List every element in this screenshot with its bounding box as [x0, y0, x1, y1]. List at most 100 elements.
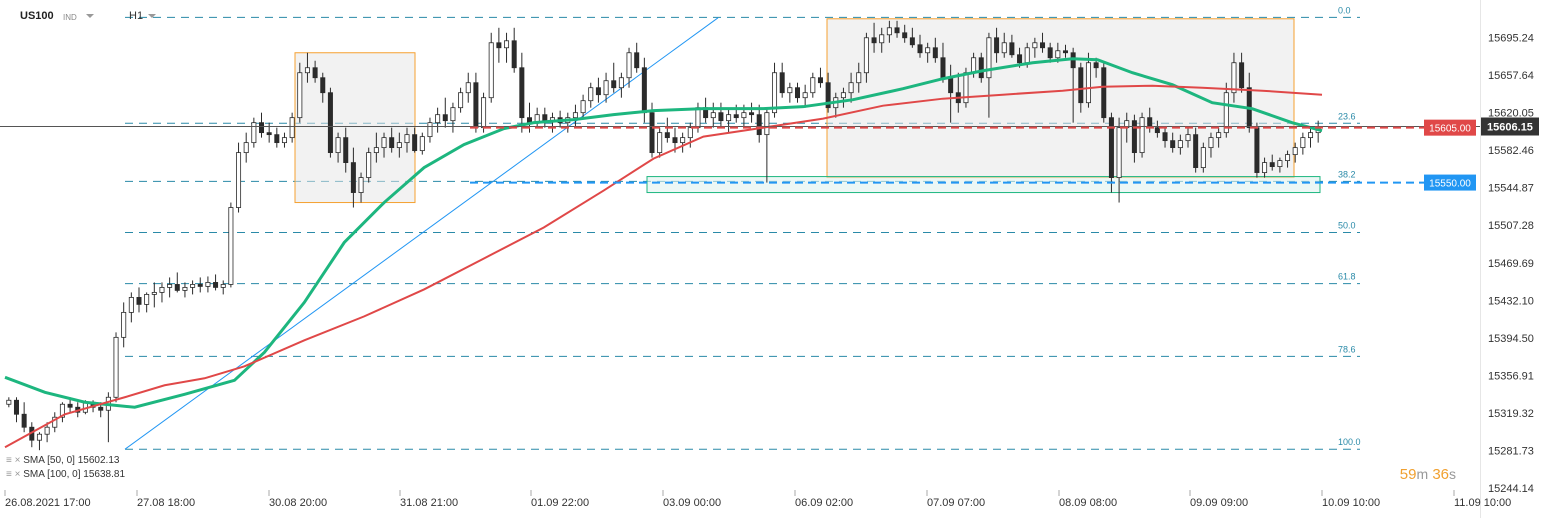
trend-line[interactable]	[124, 17, 719, 450]
candle-body	[741, 112, 747, 119]
candle-body	[1009, 42, 1015, 56]
candle-body	[151, 292, 157, 295]
candle-body	[710, 112, 716, 119]
candle-body	[580, 100, 586, 114]
candle-body	[718, 112, 724, 122]
chevron-down-icon[interactable]	[86, 14, 94, 18]
candle-body	[481, 97, 487, 129]
candle-body	[948, 77, 954, 94]
y-tick-label: 15544.87	[1488, 183, 1534, 195]
candle-body	[825, 82, 831, 109]
candle-body	[473, 82, 479, 129]
candle-body	[802, 92, 808, 99]
candle-body	[863, 37, 869, 74]
candle-body	[871, 37, 877, 44]
y-tick-label: 15695.24	[1488, 33, 1534, 45]
legend-sma50[interactable]: ≡ × SMA [50, 0] 15602.13	[6, 455, 119, 466]
candle-body	[657, 132, 663, 154]
range-zones[interactable]	[294, 18, 1321, 204]
candle-body	[756, 114, 762, 136]
price-levels[interactable]: 15605.00 15550.00	[0, 119, 1480, 191]
candle-body	[794, 87, 801, 99]
candle-body	[251, 122, 257, 144]
candle-body	[427, 122, 433, 138]
candle-body	[1116, 127, 1122, 178]
candle-body	[312, 67, 318, 79]
price-level-tag-label: 15550.00	[1429, 179, 1471, 190]
candle-body	[840, 92, 846, 99]
candle-body	[1262, 162, 1268, 173]
candle-body	[289, 117, 295, 139]
y-tick-label: 15356.91	[1488, 370, 1534, 382]
candle-body	[113, 336, 119, 398]
x-tick-label: 30.08 20:00	[269, 497, 327, 509]
x-tick-label: 03.09 00:00	[663, 497, 721, 509]
candle-body	[44, 426, 50, 435]
legend-sma100[interactable]: ≡ × SMA [100, 0] 15638.81	[6, 469, 125, 480]
close-icon[interactable]: ×	[14, 469, 21, 480]
close-icon[interactable]: ×	[14, 455, 21, 466]
candle-body	[1231, 62, 1237, 94]
candle-body	[1300, 137, 1306, 149]
candle-body	[519, 67, 525, 119]
timeframe-selector[interactable]: H1	[129, 10, 144, 22]
candle-body	[1216, 132, 1222, 139]
range-box[interactable]	[826, 18, 1295, 179]
fib-level-label: 78.6	[1338, 344, 1356, 354]
candle-body	[595, 87, 601, 96]
time-axis[interactable]: 26.08.2021 17:00 27.08 18:00 30.08 20:00 31…	[4, 490, 1511, 509]
candle-body	[228, 207, 234, 285]
price-level-tag[interactable]	[1424, 174, 1476, 191]
candle-body	[618, 77, 624, 89]
candle-body	[1062, 50, 1068, 54]
candle-body	[197, 284, 203, 287]
y-tick-label: 15394.50	[1488, 333, 1534, 345]
candle-body	[787, 87, 793, 94]
candle-body	[1078, 67, 1084, 104]
candle-body	[1162, 132, 1168, 142]
candle-body	[396, 142, 402, 149]
candle-body	[327, 92, 333, 154]
candle-body	[205, 282, 211, 287]
symbol-name[interactable]: US100	[20, 10, 54, 22]
chevron-down-icon[interactable]	[148, 14, 156, 18]
candle-body	[1208, 137, 1214, 149]
x-tick-label: 08.09 08:00	[1059, 497, 1117, 509]
candle-body	[320, 77, 326, 94]
candle-body	[1254, 127, 1260, 173]
trendline[interactable]	[124, 17, 719, 450]
price-level-tag[interactable]	[1424, 119, 1476, 136]
candle-body	[350, 162, 356, 193]
timer-s: s	[1449, 466, 1456, 482]
candle-body	[1193, 134, 1199, 168]
y-tick-label: 15319.32	[1488, 408, 1534, 420]
candle-body	[879, 34, 885, 44]
current-price-label: 15606.15	[1487, 122, 1533, 134]
menu-icon[interactable]: ≡	[6, 455, 12, 466]
candle-body	[733, 114, 739, 119]
candle-body	[128, 297, 134, 313]
candle-body	[848, 82, 854, 94]
candle-body	[695, 107, 701, 129]
menu-icon[interactable]: ≡	[6, 469, 12, 480]
candle-body	[465, 82, 471, 94]
price-axis[interactable]: 15695.24 15657.64 15620.05 15582.46 15544.87…	[1481, 33, 1539, 495]
support-zone[interactable]	[646, 176, 1321, 194]
candle-body	[458, 92, 464, 109]
candle-body	[572, 112, 578, 119]
fib-level-label: 50.0	[1338, 221, 1356, 231]
candle-body	[21, 413, 27, 428]
candle-body	[121, 311, 127, 338]
candle-body	[1040, 42, 1046, 49]
candlesticks	[6, 20, 1321, 451]
candle-body	[649, 112, 655, 154]
candle-body	[442, 114, 448, 122]
candle-body	[749, 112, 755, 116]
fib-level-label: 38.2	[1338, 169, 1356, 179]
candle-body	[1185, 134, 1191, 142]
candle-body	[511, 40, 517, 69]
candle-body	[978, 57, 984, 79]
candle-body	[1024, 47, 1030, 64]
sma-line	[4, 84, 1323, 449]
